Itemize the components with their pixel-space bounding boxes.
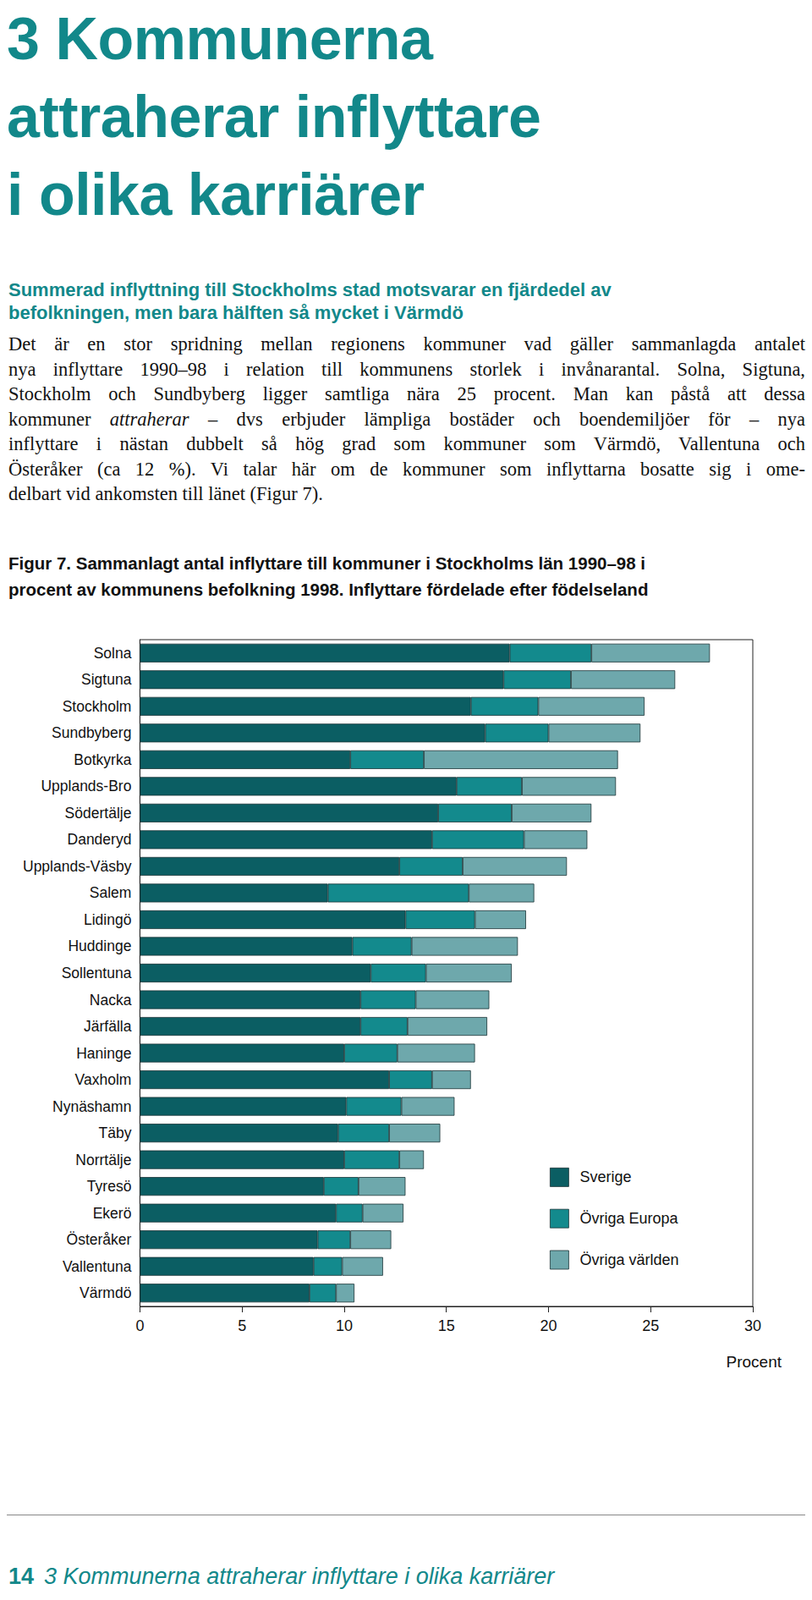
svg-text:Sigtuna: Sigtuna (81, 670, 132, 688)
svg-text:Salem: Salem (89, 883, 132, 901)
svg-text:Sverige: Sverige (579, 1168, 631, 1186)
html-text:Det är en stor spridning mella: Det är en stor spridning mellan regionen… (8, 333, 806, 355)
html-text:nya inflyttare 1990–98 i relat: nya inflyttare 1990–98 i relation till k… (8, 358, 806, 380)
svg-text:Norrtälje: Norrtälje (75, 1151, 132, 1169)
svg-text:10: 10 (335, 1316, 353, 1334)
html-text:Summerad inflyttning till Stoc: Summerad inflyttning till Stockholms sta… (8, 279, 612, 301)
svg-text:Nynäshamn: Nynäshamn (52, 1097, 132, 1115)
svg-text:Sollentuna: Sollentuna (61, 964, 132, 982)
svg-text:Haninge: Haninge (76, 1044, 132, 1062)
svg-text:Ekerö: Ekerö (93, 1204, 132, 1222)
svg-text:Övriga Europa: Övriga Europa (579, 1209, 679, 1227)
svg-text:Övriga världen: Övriga världen (579, 1250, 679, 1268)
svg-text:Upplands-Väsby: Upplands-Väsby (22, 857, 132, 875)
svg-text:Lidingö: Lidingö (83, 910, 132, 928)
svg-text:15: 15 (438, 1316, 456, 1334)
svg-text:Österåker: Österåker (66, 1230, 132, 1248)
svg-text:Värmdö: Värmdö (79, 1283, 132, 1301)
html-text:3 Kommunerna attraherar inflyt: 3 Kommunerna attraherar inflyttare i oli… (43, 1563, 555, 1589)
svg-text:Danderyd: Danderyd (67, 830, 132, 848)
svg-text:Sundbyberg: Sundbyberg (51, 724, 132, 741)
html-text:delbart vid ankomsten till län: delbart vid ankomsten till länet (Figur … (8, 482, 323, 505)
svg-text:Procent: Procent (726, 1352, 783, 1371)
html-text:i olika karriärer: i olika karriärer (6, 161, 425, 228)
svg-text:30: 30 (744, 1316, 762, 1334)
svg-text:Upplands-Bro: Upplands-Bro (40, 777, 132, 795)
html-text:14: 14 (8, 1563, 34, 1589)
svg-text:0: 0 (135, 1316, 144, 1334)
svg-text:Huddinge: Huddinge (67, 937, 132, 955)
html-text:3 Kommunerna: 3 Kommunerna (6, 5, 433, 72)
html-text:procent av kommunens befolknin: procent av kommunens befolkning 1998. In… (8, 579, 649, 599)
svg-text:Täby: Täby (98, 1124, 132, 1142)
svg-text:Järfälla: Järfälla (83, 1017, 132, 1035)
svg-text:Vallentuna: Vallentuna (62, 1257, 132, 1275)
svg-text:Botkyrka: Botkyrka (73, 751, 132, 769)
svg-text:Stockholm: Stockholm (62, 697, 132, 715)
svg-text:Tyresö: Tyresö (87, 1177, 132, 1195)
svg-text:Nacka: Nacka (89, 991, 132, 1009)
html-text:Österåker (ca 12 %). Vi talar: Österåker (ca 12 %). Vi talar här om de … (8, 458, 806, 480)
svg-text:25: 25 (641, 1316, 659, 1334)
html-text:attraherar inflyttare: attraherar inflyttare (6, 83, 541, 150)
svg-text:Vaxholm: Vaxholm (75, 1070, 132, 1088)
svg-text:Södertälje: Södertälje (65, 804, 132, 822)
html-text:Stockholm och Sundbyberg ligge: Stockholm och Sundbyberg ligger samtliga… (8, 383, 806, 405)
svg-text:Solna: Solna (93, 644, 132, 662)
html-text:Figur 7. Sammanlagt antal infl: Figur 7. Sammanlagt antal inflyttare til… (8, 553, 646, 573)
svg-text:5: 5 (237, 1316, 247, 1334)
svg-text:20: 20 (539, 1316, 557, 1334)
html-text:befolkningen, men bara hälften: befolkningen, men bara hälften så mycket… (8, 301, 464, 324)
html-text:inflyttare i nästan dubbelt så: inflyttare i nästan dubbelt så hög grad … (8, 433, 806, 455)
html-text:kommuner attraherar – dvs erbj: kommuner attraherar – dvs erbjuder lämpl… (8, 408, 806, 430)
